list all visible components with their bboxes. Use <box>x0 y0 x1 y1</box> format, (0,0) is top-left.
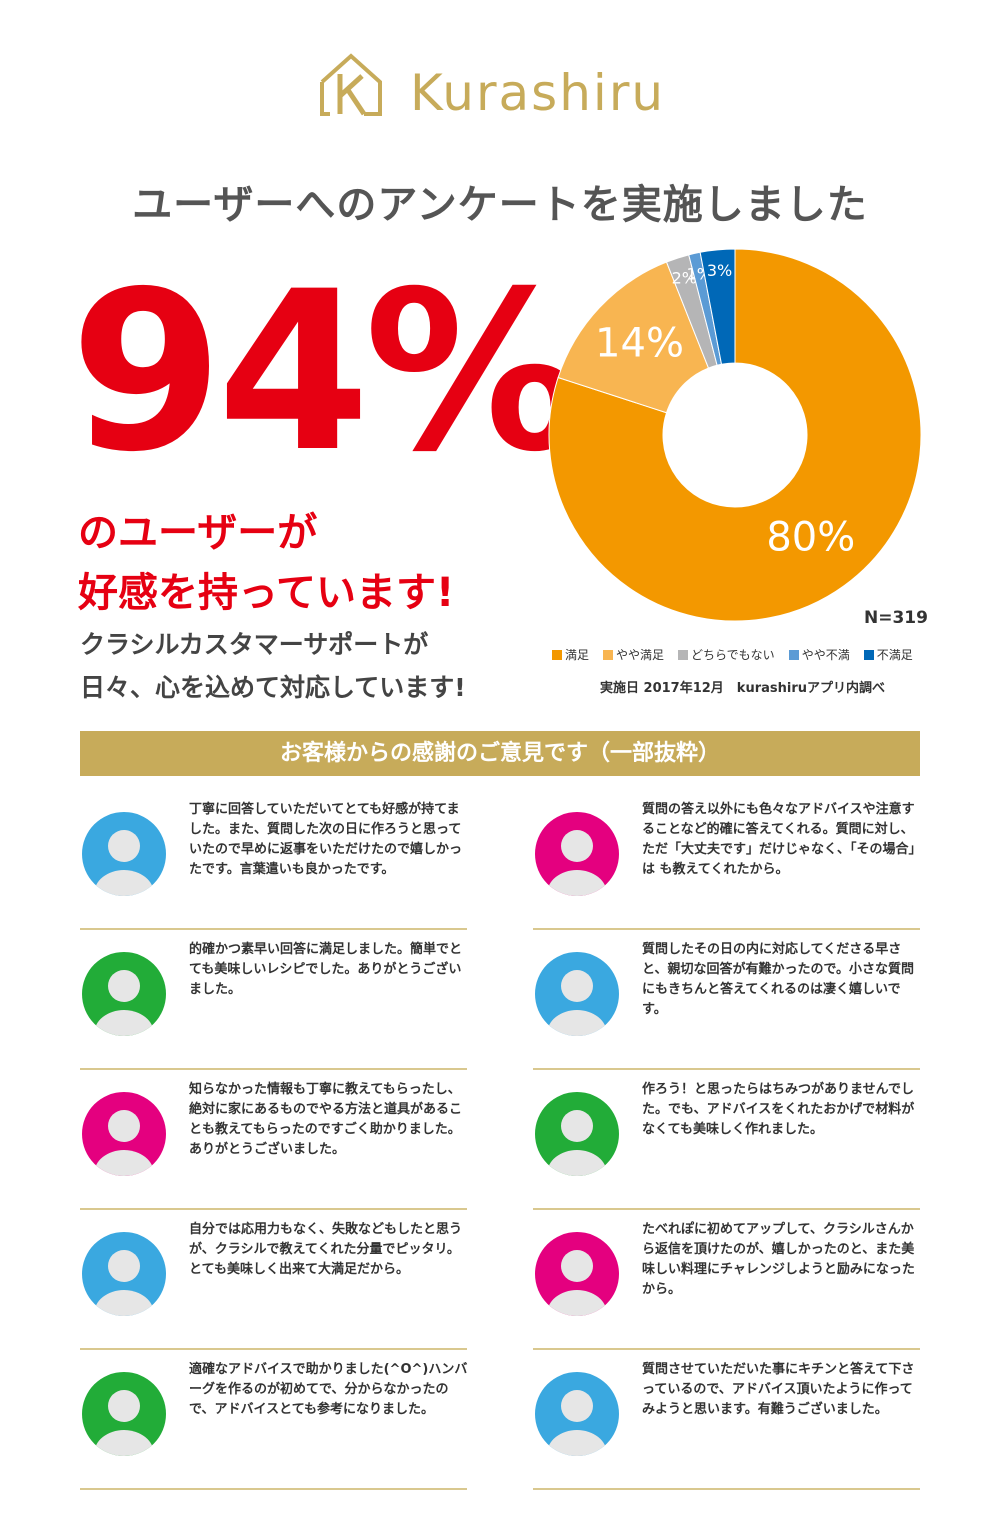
chart-legend: 満足 やや満足 どちらでもない やや不満 不満足 <box>552 646 913 663</box>
slice-label: 3% <box>707 261 732 280</box>
comment-text: 自分では応用力もなく、失敗などもしたと思うが、クラシルで教えてくれた分量でピッタ… <box>189 1222 463 1277</box>
comment-card: 質問したその日の内に対応してくださる早さと、親切な回答が有難かったので。小さな質… <box>533 940 920 1070</box>
slice-label: 80% <box>766 514 855 560</box>
hero-line-1: のユーザーが <box>78 510 318 556</box>
comment-text: 的確かつ素早い回答に満足しました。簡単でとても美味しいレシピでした。ありがとうご… <box>189 942 463 997</box>
user-avatar-icon <box>535 1092 619 1176</box>
comment-text: 作ろう！と思ったらはちみつがありませんでした。でも、アドバイスをくれたおかげで材… <box>642 1082 915 1137</box>
avatar <box>535 1232 619 1316</box>
legend-item: 不満足 <box>863 646 913 663</box>
comment-text: 知らなかった情報も丁寧に教えてもらったし、絶対に家にあるものでやる方法と道具があ… <box>189 1082 463 1157</box>
survey-note: 実施日 2017年12月 kurashiruアプリ内調べ <box>600 681 885 696</box>
page-headline: ユーザーへのアンケートを実施しました <box>132 182 868 228</box>
avatar <box>82 1092 166 1176</box>
divider <box>533 928 920 930</box>
donut-slice <box>548 248 922 622</box>
legend-item: どちらでもない <box>678 646 775 663</box>
user-avatar-icon <box>535 1232 619 1316</box>
hero-sub-1: クラシルカスタマーサポートが <box>80 630 429 659</box>
legend-label: 満足 <box>565 648 590 662</box>
divider <box>80 928 467 930</box>
avatar <box>82 952 166 1036</box>
hero-line-2: 好感を持っています! <box>78 570 455 616</box>
brand-logo: Kurashiru <box>0 52 1000 132</box>
sample-size: N=319 <box>864 608 928 628</box>
avatar <box>535 952 619 1036</box>
legend-label: どちらでもない <box>691 648 775 662</box>
divider <box>80 1348 467 1350</box>
comment-text: 適確なアドバイスで助かりました(^O^)ハンバーグを作るのが初めてで、分からなか… <box>189 1362 468 1417</box>
legend-item: やや不満 <box>788 646 850 663</box>
comment-card: 適確なアドバイスで助かりました(^O^)ハンバーグを作るのが初めてで、分からなか… <box>80 1360 468 1490</box>
divider <box>533 1068 920 1070</box>
feedback-banner: お客様からの感謝のご意見です（一部抜粋） <box>80 731 920 776</box>
comment-card: 質問させていただいた事にキチンと答えて下さっているので、アドバイス頂いたように作… <box>533 1360 920 1490</box>
comment-text: 丁寧に回答していただいてとても好感が持てました。また、質問した次の日に作ろうと思… <box>189 802 463 877</box>
user-avatar-icon <box>82 1232 166 1316</box>
comment-card: 的確かつ素早い回答に満足しました。簡単でとても美味しいレシピでした。ありがとうご… <box>80 940 467 1070</box>
comment-card: 丁寧に回答していただいてとても好感が持てました。また、質問した次の日に作ろうと思… <box>80 800 467 930</box>
donut-hole <box>663 363 807 507</box>
divider <box>533 1488 920 1490</box>
comment-card: 作ろう！と思ったらはちみつがありませんでした。でも、アドバイスをくれたおかげで材… <box>533 1080 920 1210</box>
legend-item: やや満足 <box>603 646 664 663</box>
slice-label: 14% <box>595 320 684 366</box>
legend-label: 不満足 <box>876 648 913 662</box>
legend-item: 満足 <box>552 646 589 663</box>
user-avatar-icon <box>535 812 619 896</box>
comment-card: 知らなかった情報も丁寧に教えてもらったし、絶対に家にあるものでやる方法と道具があ… <box>80 1080 467 1210</box>
user-avatar-icon <box>82 812 166 896</box>
divider <box>533 1208 920 1210</box>
donut-slice <box>557 261 710 414</box>
comment-text: 質問させていただいた事にキチンと答えて下さっているので、アドバイス頂いたように作… <box>642 1362 915 1417</box>
legend-label: やや満足 <box>616 648 665 662</box>
legend-swatch <box>603 649 614 660</box>
divider <box>533 1348 920 1350</box>
comment-text: 質問の答え以外にも色々なアドバイスや注意することなど的確に答えてくれる。質問に対… <box>642 802 922 877</box>
divider <box>80 1488 467 1490</box>
avatar <box>535 1372 619 1456</box>
satisfaction-donut-chart: 80%14%2%1%3% <box>548 248 922 622</box>
legend-label: やや不満 <box>801 648 850 662</box>
comment-text: 質問したその日の内に対応してくださる早さと、親切な回答が有難かったので。小さな質… <box>642 942 914 1017</box>
avatar <box>82 812 166 896</box>
avatar <box>82 1232 166 1316</box>
comment-card: たべれぽに初めてアップして、クラシルさんから返信を頂けたのが、嬉しかったのと、ま… <box>533 1220 920 1350</box>
divider <box>80 1208 467 1210</box>
brand-name: Kurashiru <box>410 64 666 122</box>
user-avatar-icon <box>82 1372 166 1456</box>
slice-label: 2% <box>672 269 697 288</box>
hero-percent: 94% <box>70 244 585 500</box>
donut-slice <box>699 248 736 365</box>
legend-swatch <box>678 649 689 660</box>
divider <box>80 1068 467 1070</box>
legend-swatch <box>788 649 799 660</box>
comment-card: 質問の答え以外にも色々なアドバイスや注意することなど的確に答えてくれる。質問に対… <box>533 800 922 930</box>
avatar <box>535 1092 619 1176</box>
user-avatar-icon <box>82 952 166 1036</box>
house-k-logo-icon <box>320 53 382 116</box>
legend-swatch <box>552 649 562 660</box>
user-avatar-icon <box>535 952 619 1036</box>
hero-sub-2: 日々、心を込めて対応しています! <box>80 673 466 702</box>
avatar <box>82 1372 166 1456</box>
legend-swatch <box>863 649 874 660</box>
avatar <box>535 812 619 896</box>
comment-text: たべれぽに初めてアップして、クラシルさんから返信を頂けたのが、嬉しかったのと、ま… <box>642 1222 915 1297</box>
user-avatar-icon <box>82 1092 166 1176</box>
user-avatar-icon <box>535 1372 619 1456</box>
comment-card: 自分では応用力もなく、失敗などもしたと思うが、クラシルで教えてくれた分量でピッタ… <box>80 1220 467 1350</box>
